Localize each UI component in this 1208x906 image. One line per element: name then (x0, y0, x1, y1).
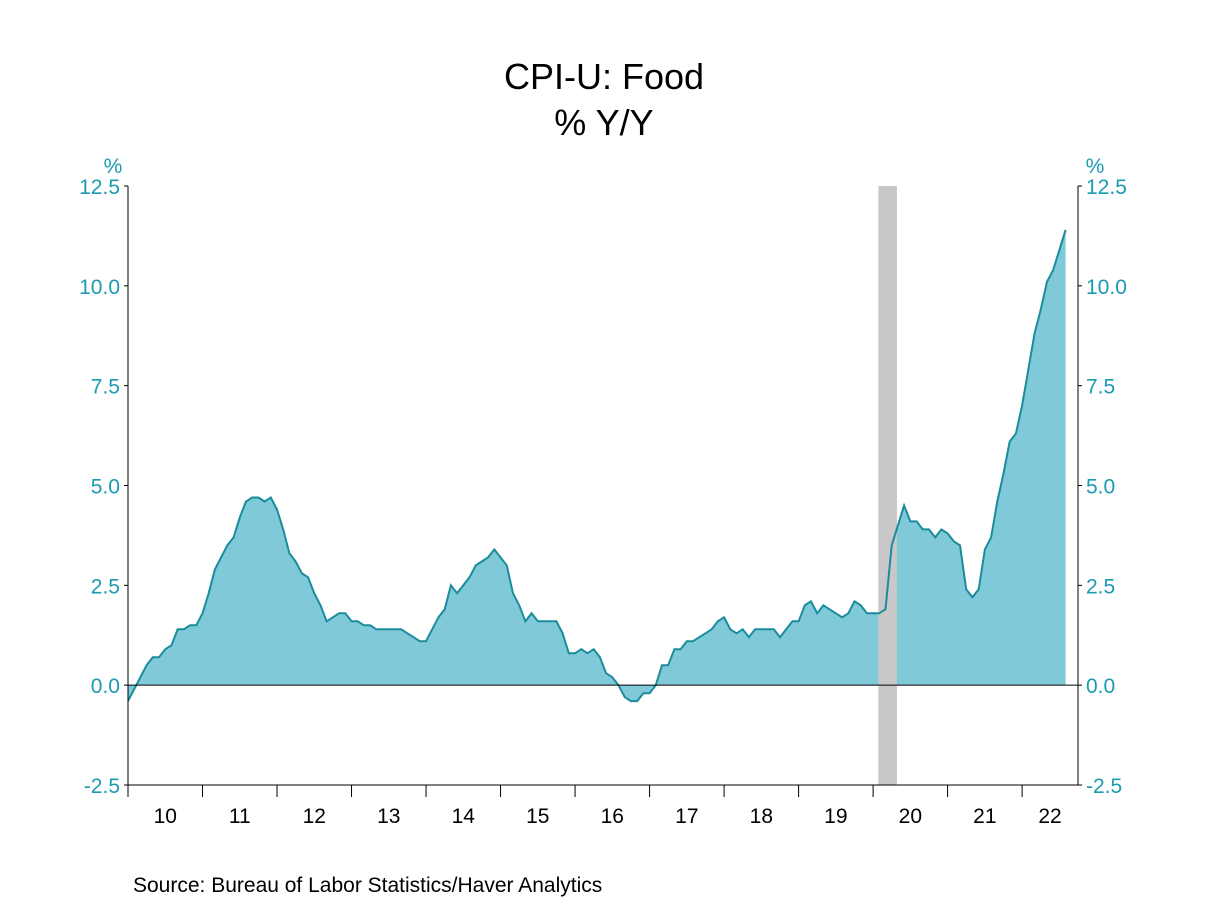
x-tick-label: 14 (452, 805, 476, 828)
y-axis-unit-left: % (104, 155, 123, 178)
y-tick-label-left: 7.5 (91, 376, 120, 399)
y-tick-label-right: 10.0 (1086, 276, 1127, 299)
y-tick-label-right: 5.0 (1086, 476, 1115, 499)
y-axis-unit-right: % (1086, 155, 1105, 178)
y-tick-label-left: 12.5 (79, 176, 120, 199)
y-tick-label-left: -2.5 (84, 775, 120, 798)
source-note: Source: Bureau of Labor Statistics/Haver… (133, 874, 603, 897)
x-tick-label: 11 (229, 805, 251, 828)
series-line (127, 229, 1067, 703)
x-tick-label: 20 (899, 805, 922, 828)
x-tick-label: 18 (750, 805, 773, 828)
chart-title: CPI-U: Food (503, 56, 705, 97)
y-tick-label-left: 10.0 (79, 276, 120, 299)
recession-bar (878, 186, 897, 785)
x-tick-label: 13 (377, 805, 400, 828)
y-tick-label-left: 5.0 (91, 476, 120, 499)
y-tick-label-right: 0.0 (1086, 675, 1115, 698)
x-tick-label: 10 (154, 805, 177, 828)
x-tick-label: 22 (1038, 805, 1061, 828)
x-tick-label: 16 (601, 805, 624, 828)
x-tick-label: 17 (675, 805, 698, 828)
x-tick-label: 21 (973, 805, 996, 828)
series-area (128, 229, 1066, 702)
chart-subtitle: % Y/Y (554, 102, 654, 143)
x-tick-label: 15 (526, 805, 549, 828)
y-tick-label-right: 2.5 (1086, 575, 1115, 598)
x-tick-label: 19 (824, 805, 847, 828)
y-tick-label-left: 2.5 (91, 575, 120, 598)
x-tick-label: 12 (303, 805, 326, 828)
y-tick-label-right: 7.5 (1086, 376, 1115, 399)
y-tick-label-left: 0.0 (91, 675, 120, 698)
y-tick-label-right: 12.5 (1086, 176, 1127, 199)
y-tick-label-right: -2.5 (1086, 775, 1122, 798)
